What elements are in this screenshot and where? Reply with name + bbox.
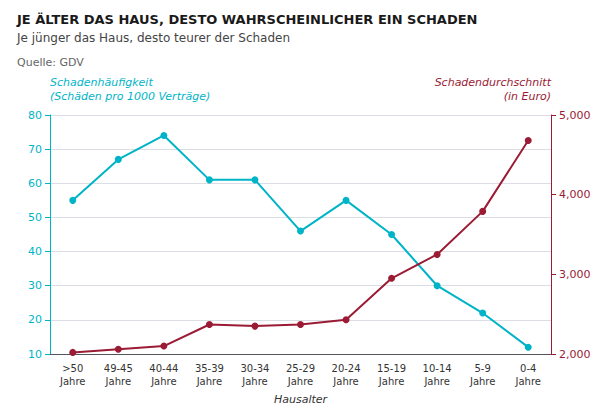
svg-text:30: 30	[28, 279, 42, 292]
svg-text:30-34: 30-34	[240, 363, 269, 374]
svg-text:(in Euro): (in Euro)	[504, 90, 551, 103]
svg-text:Je jünger das Haus, desto teur: Je jünger das Haus, desto teurer der Sch…	[16, 31, 290, 45]
svg-text:Jahre: Jahre	[423, 376, 449, 387]
svg-text:0-4: 0-4	[520, 363, 536, 374]
svg-text:Jahre: Jahre	[332, 376, 358, 387]
svg-text:35-39: 35-39	[195, 363, 224, 374]
svg-text:50: 50	[28, 211, 42, 224]
svg-text:Hausalter: Hausalter	[274, 393, 329, 406]
svg-text:Jahre: Jahre	[469, 376, 495, 387]
svg-text:Jahre: Jahre	[59, 376, 85, 387]
svg-text:5,000: 5,000	[559, 109, 591, 122]
svg-text:40-44: 40-44	[149, 363, 178, 374]
svg-text:Jahre: Jahre	[150, 376, 176, 387]
svg-text:4,000: 4,000	[559, 188, 591, 201]
svg-text:10-14: 10-14	[423, 363, 452, 374]
svg-text:Jahre: Jahre	[105, 376, 131, 387]
svg-text:Jahre: Jahre	[241, 376, 267, 387]
svg-text:60: 60	[28, 177, 42, 190]
svg-text:20: 20	[28, 313, 42, 326]
svg-text:49-45: 49-45	[104, 363, 133, 374]
svg-text:Jahre: Jahre	[378, 376, 404, 387]
svg-text:JE ÄLTER DAS HAUS, DESTO WAHRS: JE ÄLTER DAS HAUS, DESTO WAHRSCHEINLICHE…	[16, 12, 477, 27]
svg-text:Schadendurchschnitt: Schadendurchschnitt	[435, 76, 552, 89]
svg-text:15-19: 15-19	[377, 363, 406, 374]
svg-text:2,000: 2,000	[559, 348, 591, 361]
svg-text:10: 10	[28, 348, 42, 361]
svg-text:>50: >50	[62, 363, 83, 374]
svg-text:Jahre: Jahre	[196, 376, 222, 387]
svg-text:5-9: 5-9	[475, 363, 491, 374]
svg-text:Quelle: GDV: Quelle: GDV	[17, 56, 84, 69]
svg-text:Jahre: Jahre	[287, 376, 313, 387]
svg-text:20-24: 20-24	[332, 363, 361, 374]
svg-text:3,000: 3,000	[559, 268, 591, 281]
svg-text:40: 40	[28, 245, 42, 258]
svg-text:Schadenhäufigkeit: Schadenhäufigkeit	[50, 76, 153, 89]
svg-text:80: 80	[28, 109, 42, 122]
svg-text:Jahre: Jahre	[514, 376, 540, 387]
svg-text:(Schäden pro 1000 Verträge): (Schäden pro 1000 Verträge)	[50, 90, 210, 103]
svg-text:70: 70	[28, 143, 42, 156]
svg-text:25-29: 25-29	[286, 363, 315, 374]
